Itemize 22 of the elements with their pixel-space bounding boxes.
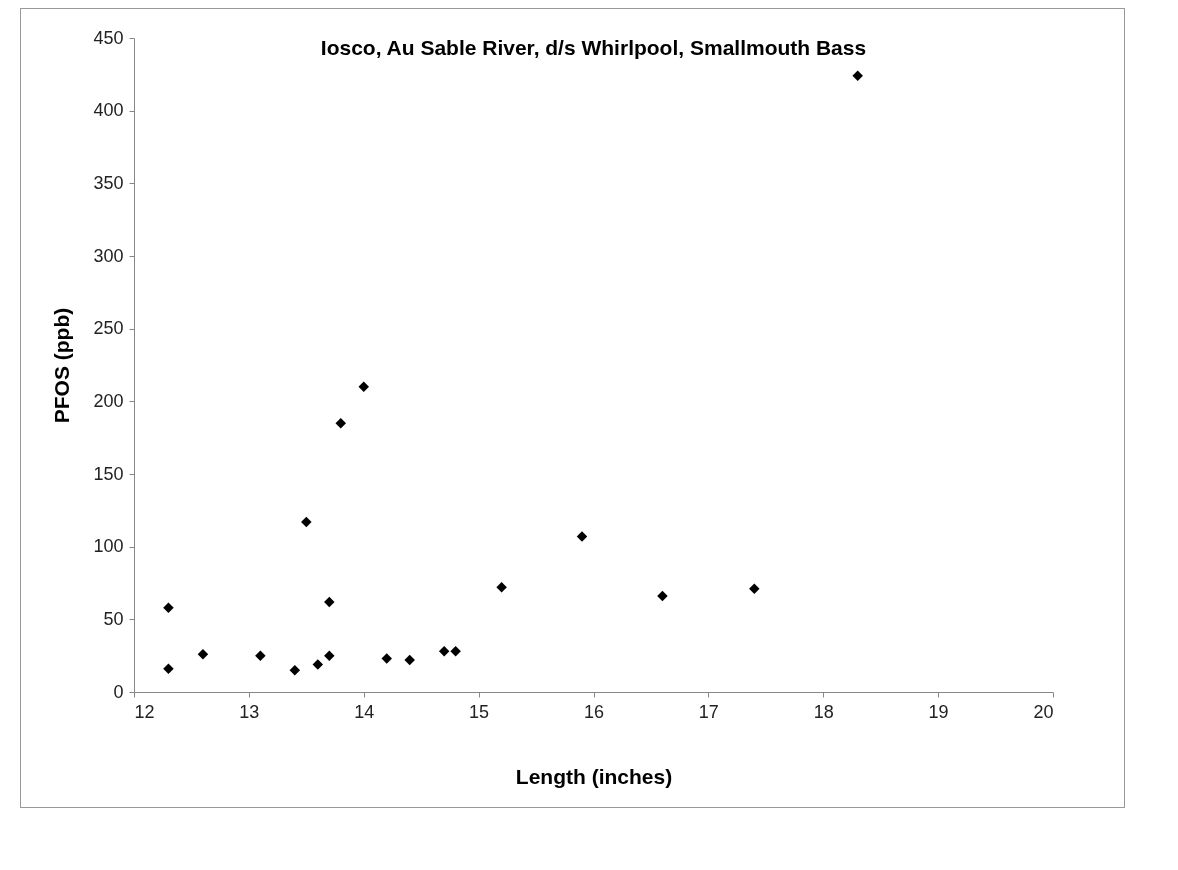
y-tick-label: 50 <box>103 608 124 629</box>
x-axis-title: Length (inches) <box>515 764 673 788</box>
x-tick-label: 16 <box>583 701 605 722</box>
x-tick-label: 14 <box>354 701 375 722</box>
y-tick-label: 150 <box>93 463 124 484</box>
y-tick-label: 200 <box>93 390 124 411</box>
y-tick-label: 400 <box>93 100 124 121</box>
x-tick-label: 17 <box>698 701 719 722</box>
y-tick-label: 350 <box>93 172 124 193</box>
x-tick-label: 13 <box>239 701 260 722</box>
y-tick-label: 450 <box>93 27 124 48</box>
y-axis-title: PFOS (ppb) <box>50 307 74 424</box>
y-tick-label: 300 <box>93 245 124 266</box>
x-tick-label: 12 <box>134 701 155 722</box>
chart-title: Iosco, Au Sable River, d/s Whirlpool, Smallmouth Bass <box>320 36 867 59</box>
y-tick-label: 0 <box>113 681 124 702</box>
y-tick-label: 100 <box>93 536 124 557</box>
x-tick-label: 18 <box>813 701 834 722</box>
x-tick-label: 15 <box>469 701 490 722</box>
x-tick-label: 19 <box>928 701 949 722</box>
x-tick-label: 20 <box>1033 701 1054 722</box>
y-tick-label: 250 <box>93 318 124 339</box>
